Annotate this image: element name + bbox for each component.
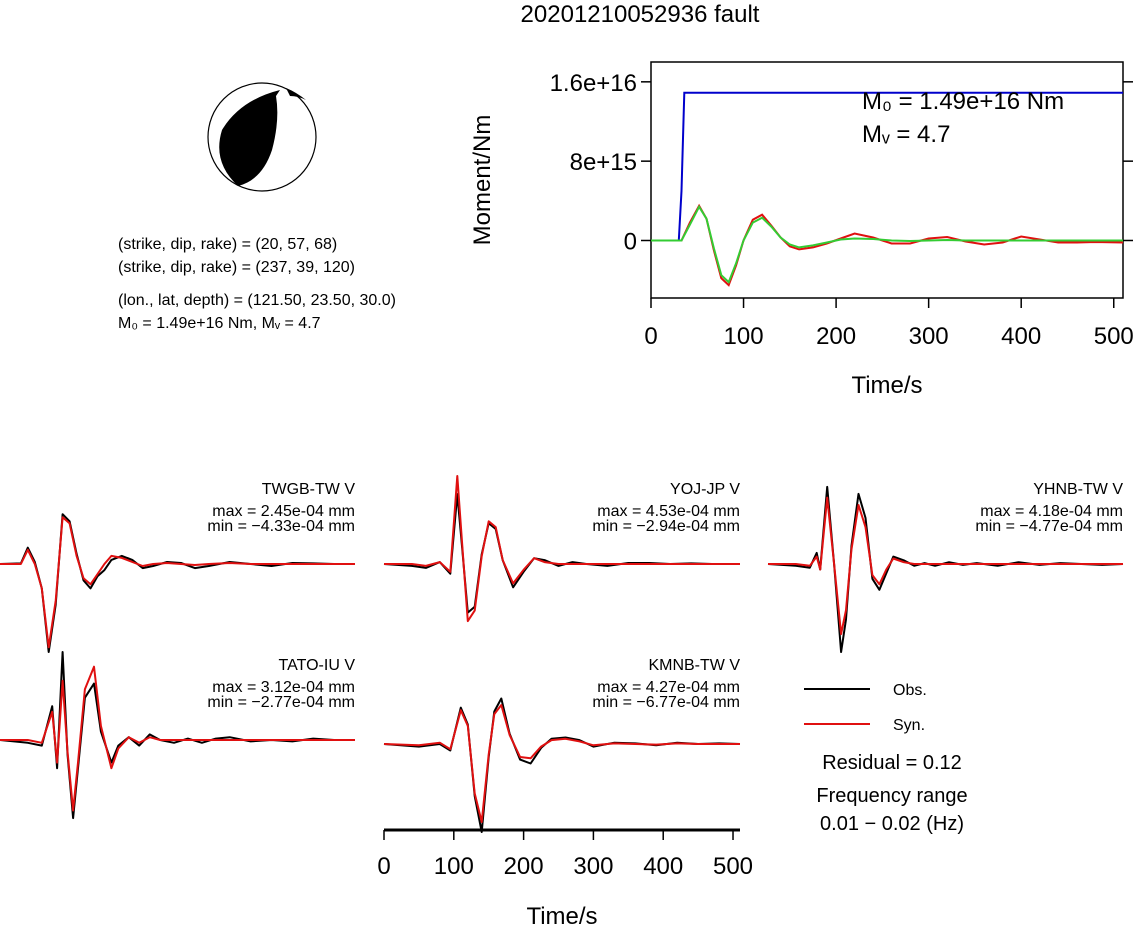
legend-obs-label: Obs. — [893, 682, 927, 699]
synthetic-waveform — [0, 665, 355, 812]
station-max: max = 4.27e-04 mm — [597, 679, 740, 696]
waveform-x-tick-label: 0 — [377, 853, 390, 880]
moment-y-axis-label: Moment/Nm — [469, 115, 496, 246]
focal-info: (strike, dip, rake) = (20, 57, 68) (stri… — [118, 236, 396, 332]
station-max: max = 4.18e-04 mm — [980, 503, 1123, 520]
waveform-x-tick-label: 300 — [573, 853, 613, 880]
station-max: max = 2.45e-04 mm — [212, 503, 355, 520]
waveform-x-tick-label: 400 — [643, 853, 683, 880]
info-line-2: (strike, dip, rake) = (237, 39, 120) — [118, 259, 355, 276]
moment-x-tick-label: 200 — [816, 323, 856, 350]
moment-x-tick-label: 300 — [909, 323, 949, 350]
moment-axes: 0 8e+15 1.6e+16 0 100 200 300 400 500 — [550, 70, 1134, 350]
residual-label: Residual = 0.12 — [822, 752, 962, 774]
station-min: min = −4.77e-04 mm — [975, 518, 1123, 535]
moment-x-tick-label: 500 — [1094, 323, 1134, 350]
moment-rate-green-line — [651, 204, 1123, 284]
waveform-x-tick-label: 200 — [504, 853, 544, 880]
moment-plot: 0 8e+15 1.6e+16 0 100 200 300 400 500 M₀ = 1.49e… — [469, 61, 1134, 399]
station-min: min = −4.33e-04 mm — [207, 518, 355, 535]
beachball-compressional-quadrant-small — [286, 88, 306, 100]
station-max: max = 3.12e-04 mm — [212, 679, 355, 696]
legend: Obs. Syn. Residual = 0.12 Frequency rang… — [804, 682, 968, 835]
figure-title: 20201210052936 fault — [521, 1, 760, 28]
station-name: TATO-IU V — [279, 657, 356, 674]
info-line-1: (strike, dip, rake) = (20, 57, 68) — [118, 236, 337, 253]
waveform-x-tick-label: 100 — [434, 853, 474, 880]
station-min: min = −2.94e-04 mm — [592, 518, 740, 535]
moment-rate-red-line — [651, 203, 1124, 287]
station-name: YOJ-JP V — [670, 481, 740, 498]
moment-y-tick-label: 8e+15 — [570, 149, 637, 176]
station-max: max = 4.53e-04 mm — [597, 503, 740, 520]
moment-x-axis-label: Time/s — [851, 372, 922, 399]
beachball-compressional-quadrant — [219, 90, 280, 186]
synthetic-waveform — [384, 475, 740, 623]
synthetic-waveform — [768, 496, 1123, 636]
focal-mechanism-beachball — [207, 82, 317, 192]
moment-x-tick-label: 400 — [1001, 323, 1041, 350]
moment-y-tick-label: 1.6e+16 — [550, 70, 637, 97]
moment-x-tick-label: 100 — [724, 323, 764, 350]
waveform-x-tick-label: 500 — [713, 853, 753, 880]
moment-mw-label: Mᵥ = 4.7 — [862, 121, 950, 148]
synthetic-waveform — [0, 516, 355, 649]
synthetic-waveform — [383, 704, 740, 823]
station-min: min = −2.77e-04 mm — [207, 694, 355, 711]
waveform-x-axis: 0 100 200 300 400 500 — [377, 828, 753, 880]
moment-plot-frame — [650, 61, 1124, 299]
waveform-x-axis-label: Time/s — [526, 903, 597, 927]
info-line-3: (lon., lat, depth) = (121.50, 23.50, 30.… — [118, 292, 396, 309]
station-name: KMNB-TW V — [648, 657, 740, 674]
station-name: TWGB-TW V — [262, 481, 356, 498]
moment-y-tick-label: 0 — [624, 228, 637, 255]
moment-series — [651, 91, 1124, 287]
station-min: min = −6.77e-04 mm — [592, 694, 740, 711]
observed-waveform — [383, 697, 741, 833]
observed-waveform — [0, 651, 355, 820]
moment-x-tick-label: 0 — [644, 323, 657, 350]
frequency-range-label: Frequency range — [816, 785, 967, 807]
station-name: YHNB-TW V — [1033, 481, 1123, 498]
frequency-range-value: 0.01 − 0.02 (Hz) — [820, 813, 964, 835]
info-line-4: M₀ = 1.49e+16 Nm, Mᵥ = 4.7 — [118, 315, 321, 332]
legend-syn-label: Syn. — [893, 717, 925, 734]
moment-m0-label: M₀ = 1.49e+16 Nm — [862, 88, 1064, 115]
